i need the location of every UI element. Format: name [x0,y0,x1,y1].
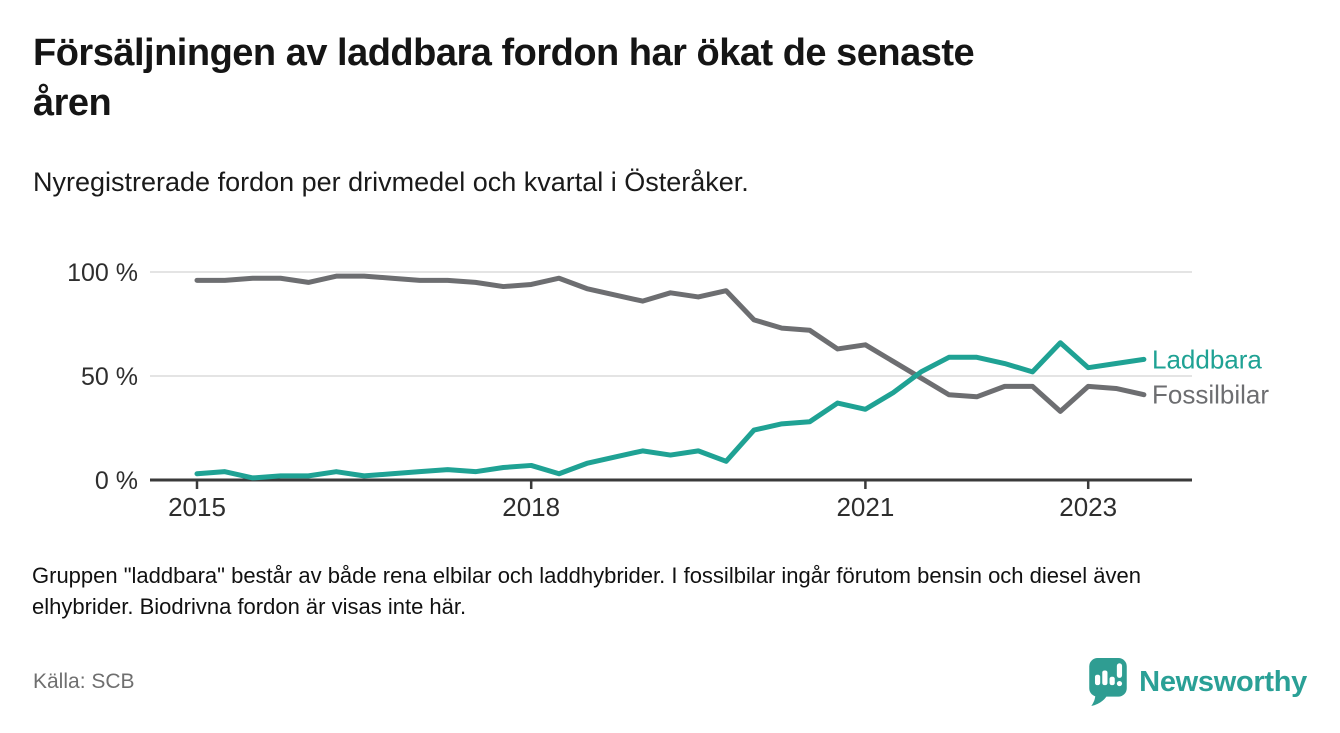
x-axis-tick-label: 2023 [1059,492,1117,520]
series-label-laddbara: Laddbara [1152,344,1262,374]
line-chart: 0 % 50 % 100 % 2015 2018 2021 2023 Fossilbilar L… [67,259,1269,520]
newsworthy-logo: Newsworthy [1087,657,1307,707]
page-subtitle: Nyregistrerade fordon per drivmedel och … [33,167,749,197]
newsworthy-wordmark: Newsworthy [1139,665,1307,698]
series-label-fossilbilar: Fossilbilar [1152,380,1269,410]
page-title: Försäljningen av laddbara fordon har öka… [33,32,975,124]
bottom-row: Källa: SCB Newsworthy [33,652,1307,712]
y-axis-tick-label: 100 % [67,259,138,287]
x-axis-tick-label: 2018 [502,492,560,520]
y-axis-tick-label: 50 % [81,363,138,391]
newsworthy-logo-icon [1089,658,1127,706]
series-line-laddbara [194,340,1147,481]
x-axis-tick-label: 2021 [836,492,894,520]
source-label: Källa: SCB [33,670,135,693]
x-axis-tick-label: 2015 [168,492,226,520]
series-line-fossilbilar [194,273,1147,414]
footnote: Gruppen "laddbara" består av både rena e… [32,563,1141,619]
y-axis-tick-label: 0 % [95,467,138,495]
